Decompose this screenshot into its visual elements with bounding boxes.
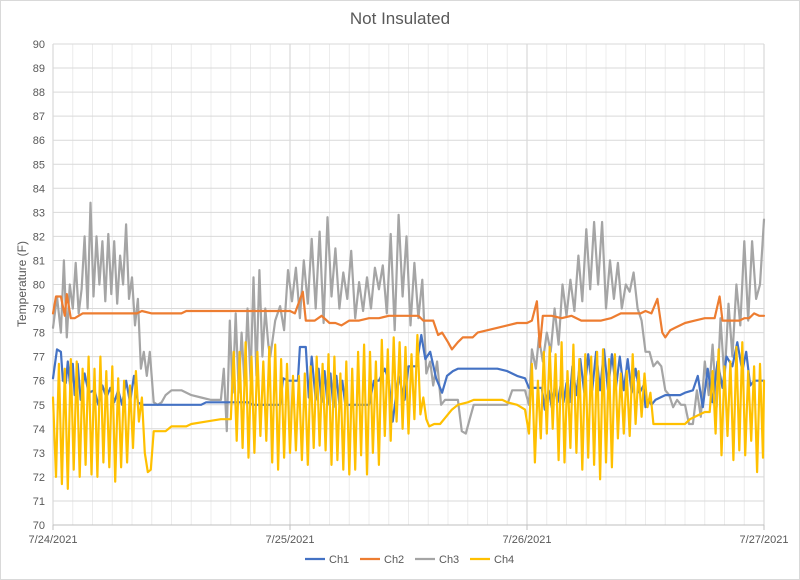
y-tick-label: 75 [33, 400, 45, 412]
x-tick-label: 7/27/2021 [740, 534, 789, 546]
y-tick-label: 84 [33, 183, 45, 195]
legend-label-ch1: Ch1 [329, 554, 349, 566]
x-tick-label: 7/24/2021 [29, 534, 78, 546]
series-layer [51, 201, 766, 490]
y-tick-label: 81 [33, 255, 45, 267]
y-tick-label: 79 [33, 304, 45, 316]
series-line-ch4 [51, 333, 766, 490]
y-tick-label: 73 [33, 448, 45, 460]
legend-label-ch2: Ch2 [384, 554, 404, 566]
y-tick-label: 77 [33, 352, 45, 364]
y-tick-label: 90 [33, 39, 45, 51]
y-tick-label: 72 [33, 472, 45, 484]
y-tick-label: 76 [33, 376, 45, 388]
y-tick-label: 85 [33, 159, 45, 171]
series-line-ch3 [51, 201, 766, 435]
legend-label-ch3: Ch3 [439, 554, 459, 566]
y-tick-label: 71 [33, 496, 45, 508]
y-tick-label: 86 [33, 135, 45, 147]
y-tick-label: 82 [33, 231, 45, 243]
y-tick-label: 70 [33, 520, 45, 532]
chart-title: Not Insulated [350, 9, 450, 28]
y-tick-label: 88 [33, 87, 45, 99]
x-tick-label: 7/26/2021 [503, 534, 552, 546]
axis-layer: 70 71 72 73 74 75 76 77 78 79 80 81 82 83 84 85 86 87 88 89… [29, 39, 789, 546]
y-tick-label: 74 [33, 424, 45, 436]
y-tick-label: 78 [33, 328, 45, 340]
y-tick-label: 87 [33, 111, 45, 123]
legend-label-ch4: Ch4 [494, 554, 514, 566]
y-tick-label: 89 [33, 63, 45, 75]
y-tick-label: 83 [33, 207, 45, 219]
x-tick-label: 7/25/2021 [266, 534, 315, 546]
y-axis-title: Temperature (F) [15, 241, 29, 327]
y-tick-label: 80 [33, 280, 45, 292]
legend: Ch1 Ch2 Ch3 Ch4 [305, 554, 514, 566]
series-line-ch2 [51, 290, 766, 351]
